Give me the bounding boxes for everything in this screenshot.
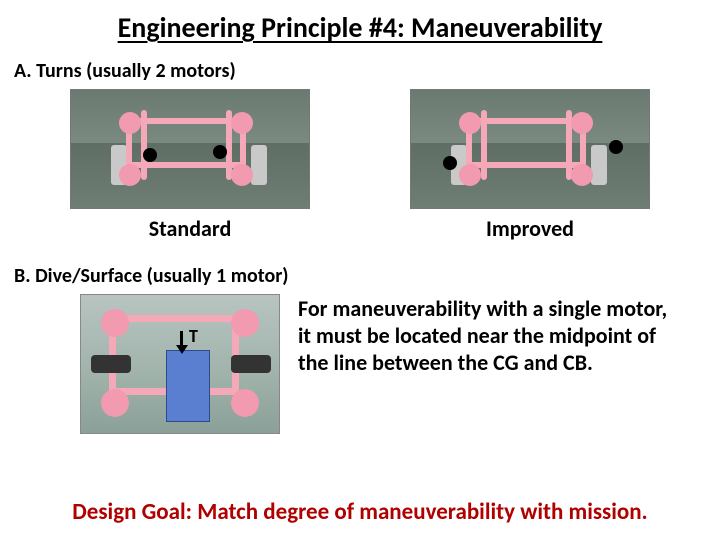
row-dive: T For maneuverability with a single moto…: [0, 294, 720, 434]
standard-cell: Standard: [40, 89, 340, 242]
improved-cell: Improved: [380, 89, 680, 242]
improved-motor-dot-right: [609, 140, 623, 154]
section-b-heading: B. Dive/Surface (usually 1 motor): [0, 242, 720, 294]
design-goal-footer: Design Goal: Match degree of maneuverabi…: [0, 498, 720, 526]
improved-rov-diagram: [410, 89, 650, 209]
improved-caption: Improved: [380, 215, 680, 242]
improved-motor-dot-left: [443, 156, 457, 170]
standard-motor-dot-left: [143, 148, 157, 162]
thrust-label: T: [189, 325, 198, 347]
thrust-tank: [166, 350, 210, 422]
page-title: Engineering Principle #4: Maneuverabilit…: [0, 0, 720, 49]
maneuverability-paragraph: For maneuverability with a single motor,…: [280, 294, 700, 376]
row-turns: Standard Improved: [0, 89, 720, 242]
standard-caption: Standard: [40, 215, 340, 242]
section-a-heading: A. Turns (usually 2 motors): [0, 49, 720, 89]
standard-motor-dot-right: [213, 145, 227, 159]
dive-rov-diagram: T: [80, 294, 280, 434]
standard-rov-diagram: [70, 89, 310, 209]
